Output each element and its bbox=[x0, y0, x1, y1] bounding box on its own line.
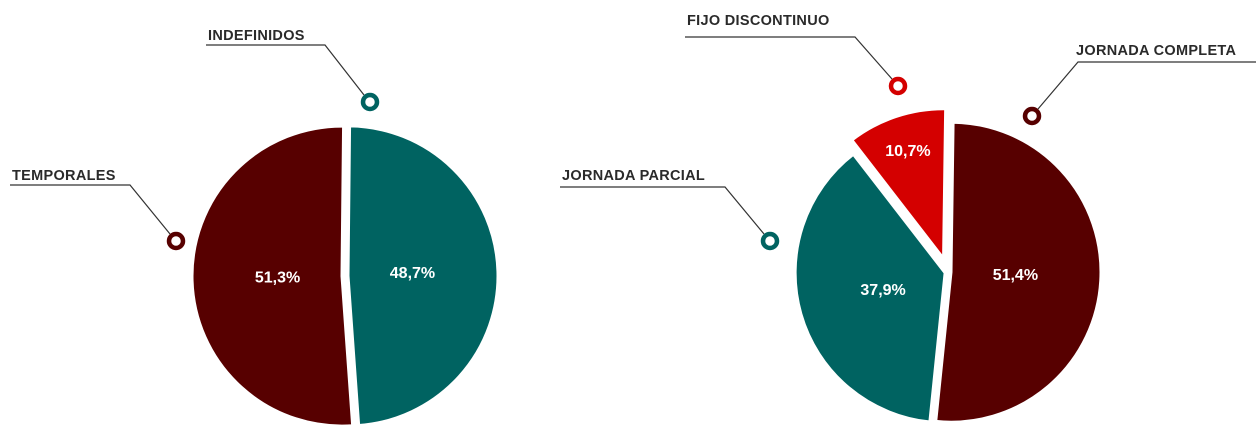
leader-marker bbox=[166, 231, 186, 251]
pie-slice bbox=[190, 124, 355, 426]
value-label: 51,3% bbox=[255, 269, 300, 286]
category-label: INDEFINIDOS bbox=[208, 28, 305, 44]
leader-line bbox=[10, 184, 171, 235]
category-label: JORNADA COMPLETA bbox=[1076, 43, 1236, 59]
leader-line bbox=[560, 186, 765, 235]
pie-slice bbox=[793, 152, 947, 424]
category-label: JORNADA PARCIAL bbox=[562, 168, 705, 184]
leader-marker bbox=[760, 231, 780, 251]
pie-slice bbox=[346, 124, 500, 426]
value-label: 51,4% bbox=[993, 267, 1038, 284]
category-label: FIJO DISCONTINUO bbox=[687, 13, 830, 29]
leader-marker bbox=[888, 76, 908, 96]
leader-line bbox=[685, 36, 893, 80]
value-label: 37,9% bbox=[860, 282, 905, 299]
leader-marker bbox=[360, 92, 380, 112]
pie-slice bbox=[849, 107, 948, 264]
pie-slice bbox=[934, 120, 1103, 424]
value-label: 10,7% bbox=[885, 143, 930, 160]
leader-marker bbox=[1022, 106, 1042, 126]
leader-line bbox=[1037, 61, 1256, 110]
leader-line bbox=[206, 44, 365, 96]
value-label: 48,7% bbox=[390, 265, 435, 282]
category-label: TEMPORALES bbox=[12, 168, 116, 184]
